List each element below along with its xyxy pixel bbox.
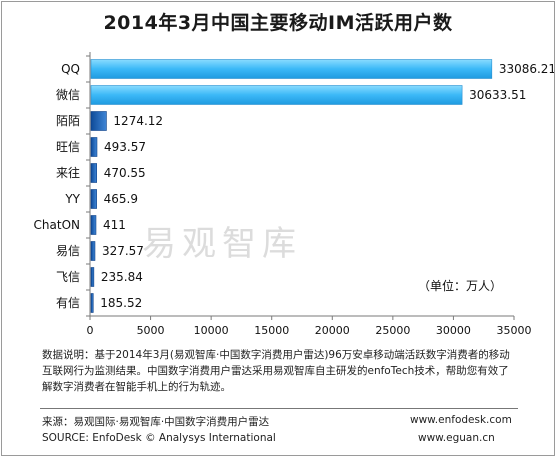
bar xyxy=(90,293,94,313)
bar xyxy=(90,137,98,157)
bar xyxy=(90,267,95,287)
x-tick-label: 20000 xyxy=(315,324,350,337)
category-label: YY xyxy=(64,192,80,206)
bar xyxy=(90,111,107,131)
x-tick-label: 35000 xyxy=(497,324,532,337)
value-label: 470.55 xyxy=(104,166,146,180)
data-note: 数据说明：基于2014年3月(易观智库·中国数字消费用户雷达)96万安卓移动端活… xyxy=(42,347,542,395)
value-label: 235.84 xyxy=(101,270,143,284)
bar xyxy=(90,59,493,79)
bar xyxy=(90,85,463,105)
bar xyxy=(90,189,97,209)
x-tick-label: 25000 xyxy=(375,324,410,337)
value-label: 185.52 xyxy=(100,296,142,310)
value-label: 411 xyxy=(103,218,126,232)
category-label: 旺信 xyxy=(56,140,80,154)
category-label: 来往 xyxy=(56,165,80,180)
category-label: 有信 xyxy=(56,296,80,310)
x-tick-label: 30000 xyxy=(436,324,471,337)
bar xyxy=(90,241,96,261)
x-tick-label: 10000 xyxy=(194,324,229,337)
unit-label: （单位：万人） xyxy=(418,279,503,293)
x-tick-label: 5000 xyxy=(137,324,165,337)
value-label: 327.57 xyxy=(102,244,144,258)
chart-title: 2014年3月中国主要移动IM活跃用户数 xyxy=(103,12,453,34)
source-en: SOURCE: EnfoDesk © Analysys Internationa… xyxy=(42,432,276,444)
category-label: 陌陌 xyxy=(56,114,80,128)
footer-divider xyxy=(40,408,518,409)
note-line: 互联网行为监测结果。中国数字消费用户雷达采用易观智库自主研发的enfoTech技… xyxy=(42,365,509,377)
note-line: 解数字消费者在智能手机上的行为轨迹。 xyxy=(42,381,231,393)
category-label: 微信 xyxy=(56,88,80,102)
website-link-eguan[interactable]: www.eguan.cn xyxy=(418,432,495,444)
value-label: 33086.21 xyxy=(499,62,554,76)
value-label: 493.57 xyxy=(104,140,146,154)
note-line: 数据说明：基于2014年3月(易观智库·中国数字消费用户雷达)96万安卓移动端活… xyxy=(42,349,510,361)
value-label: 465.9 xyxy=(104,192,138,206)
category-label: 飞信 xyxy=(56,270,80,284)
bar xyxy=(90,215,97,235)
x-tick-label: 15000 xyxy=(254,324,289,337)
category-label: QQ xyxy=(61,62,80,76)
bar-chart: 0 5000 10000 15000 20000 25000 30000 35000 QQ 330… xyxy=(34,52,554,337)
bar xyxy=(90,163,98,183)
x-tick-label: 0 xyxy=(87,324,94,337)
value-label: 30633.51 xyxy=(469,88,526,102)
category-label: 易信 xyxy=(56,244,80,258)
source-cn: 来源：易观国际·易观智库·中国数字消费用户雷达 xyxy=(42,416,270,428)
value-label: 1274.12 xyxy=(113,114,163,128)
website-link-enfodesk[interactable]: www.enfodesk.com xyxy=(410,414,512,426)
category-label: ChatON xyxy=(34,218,80,232)
watermark-text: 易观智库 xyxy=(142,224,302,264)
